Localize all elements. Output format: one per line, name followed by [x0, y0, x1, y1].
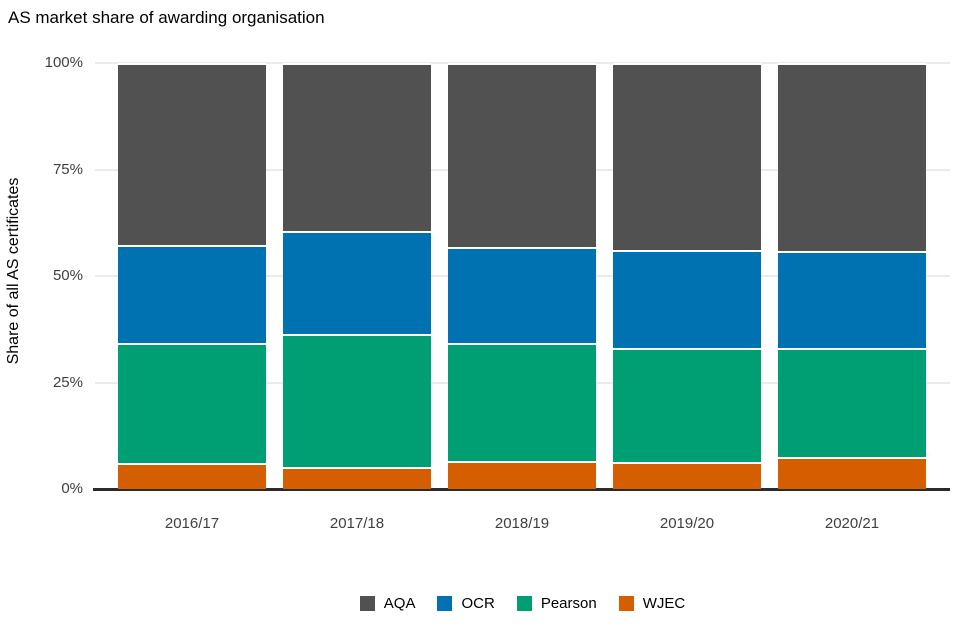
bar-segment-ocr: [448, 247, 596, 344]
gridline-100: [95, 62, 950, 64]
bar-segment-wjec: [613, 462, 761, 489]
legend-swatch-aqa: [359, 596, 375, 611]
bar-segment-ocr: [613, 250, 761, 348]
bar-segment-aqa: [118, 63, 266, 245]
x-tick-label-2019-20: 2019/20: [659, 515, 715, 532]
legend-swatch-pearson: [516, 596, 532, 611]
bar-segment-wjec: [283, 466, 431, 489]
bar-segment-aqa: [778, 63, 926, 251]
bar-segment-pearson: [118, 342, 266, 463]
bar-2019-20: [613, 63, 761, 489]
bar-segment-pearson: [283, 333, 431, 467]
bar-2018-19: [448, 63, 596, 489]
y-tick-label-75: 75%: [52, 160, 83, 178]
x-tick-label-2016-17: 2016/17: [164, 515, 220, 532]
bar-2020-21: [778, 63, 926, 489]
bar-segment-ocr: [283, 230, 431, 334]
x-axis-line: [93, 488, 950, 491]
bar-segment-pearson: [778, 348, 926, 457]
x-tick-label-2020-21: 2020/21: [824, 515, 880, 532]
legend-item-pearson: Pearson: [516, 595, 597, 612]
legend-label-pearson: Pearson: [540, 595, 597, 612]
y-tick-label-25: 25%: [52, 373, 83, 391]
bar-segment-aqa: [613, 63, 761, 251]
bar-2016-17: [118, 63, 266, 489]
bar-segment-wjec: [448, 460, 596, 489]
legend: AQA OCR Pearson WJEC: [95, 595, 950, 612]
legend-swatch-ocr: [437, 596, 453, 611]
plot-area: 0% 25% 50% 75% 100% 2016/17 2017/18 2018/19 2019…: [45, 54, 950, 532]
y-tick-label-100: 100%: [44, 54, 83, 71]
chart-title: AS market share of awarding organisation: [8, 8, 325, 27]
legend-item-aqa: AQA: [359, 595, 416, 612]
y-tick-label-50: 50%: [52, 267, 83, 284]
legend-item-ocr: OCR: [437, 595, 495, 612]
legend-label-wjec: WJEC: [642, 595, 686, 612]
legend-label-ocr: OCR: [461, 595, 495, 612]
bar-segment-wjec: [118, 462, 266, 489]
bar-2017-18: [283, 63, 431, 489]
x-tick-label-2018-19: 2018/19: [494, 515, 550, 532]
bar-segment-ocr: [118, 244, 266, 343]
bar-segment-wjec: [778, 456, 926, 489]
bar-segment-pearson: [613, 348, 761, 463]
x-tick-label-2017-18: 2017/18: [329, 515, 385, 532]
y-tick-label-0: 0%: [61, 480, 83, 497]
bar-segment-aqa: [283, 63, 431, 231]
legend-swatch-wjec: [618, 596, 634, 611]
bar-segment-ocr: [778, 250, 926, 348]
bar-segment-pearson: [448, 343, 596, 461]
bar-segment-aqa: [448, 63, 596, 248]
legend-item-wjec: WJEC: [618, 595, 686, 612]
legend-label-aqa: AQA: [383, 595, 416, 612]
